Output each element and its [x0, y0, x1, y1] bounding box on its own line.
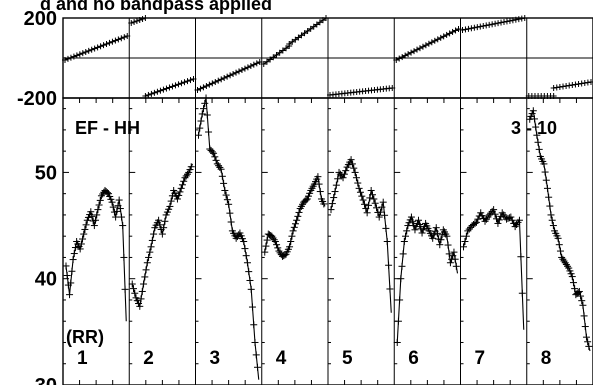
amplitude-line [330, 158, 392, 313]
panel-label: 1 [77, 348, 88, 369]
panel-label: 2 [143, 348, 154, 369]
panel-label: 3 [210, 348, 221, 369]
time-range-label: 3 - 10 [511, 118, 557, 138]
y-tick-label: 40 [35, 269, 57, 291]
chart-title: d and no bandpass applied [40, 0, 272, 14]
panel-label: 8 [541, 348, 552, 369]
amplitude-line [65, 189, 127, 322]
amplitude-line [396, 215, 459, 343]
y-tick-labels: 30 40 50 200 -200 [17, 8, 57, 385]
phase-series [62, 15, 593, 99]
baseline-label: EF - HH [75, 118, 140, 138]
panel-labels: 1 2 3 4 5 6 7 8 [77, 348, 551, 369]
amplitude-line [264, 174, 326, 258]
y-tick-label: 30 [35, 375, 57, 385]
phase-tick-label: -200 [17, 88, 57, 110]
phase-line [396, 28, 459, 61]
panel-label: 6 [408, 348, 419, 369]
panel-label: 4 [276, 348, 287, 369]
axis-ticks [63, 98, 577, 385]
y-tick-label: 50 [35, 162, 57, 184]
phase-line [64, 35, 128, 61]
correlation-label: (RR) [66, 327, 104, 347]
panel-label: 7 [475, 348, 486, 369]
amplitude-series [62, 94, 593, 380]
phase-tick-label: 200 [24, 8, 57, 30]
panel-dividers [128, 18, 528, 385]
amplitude-line [197, 97, 260, 380]
phase-line [197, 61, 260, 91]
panel-label: 5 [342, 348, 353, 369]
